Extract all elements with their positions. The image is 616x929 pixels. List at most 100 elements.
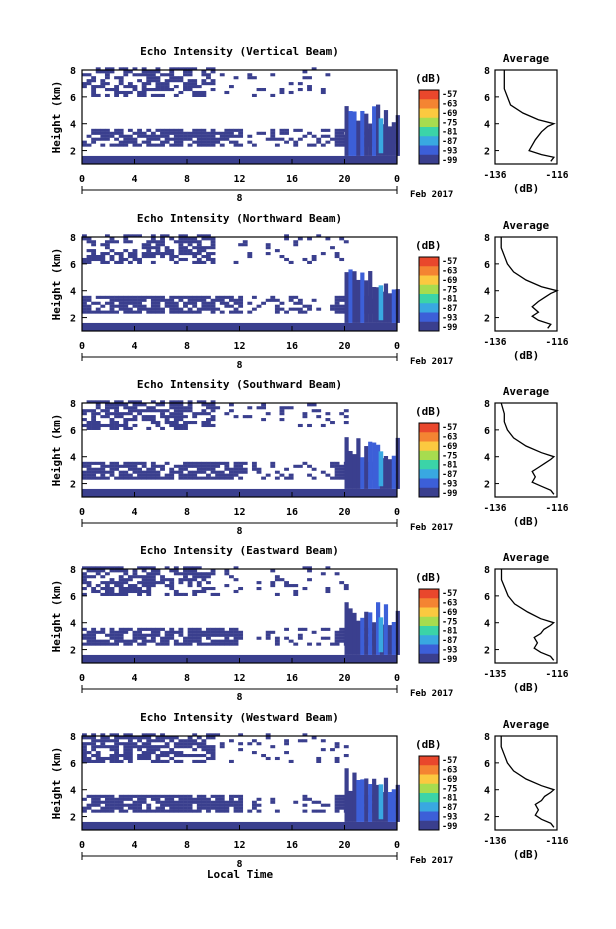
echo-cell bbox=[265, 630, 271, 634]
colorbar-tick-label: -57 bbox=[442, 756, 457, 766]
echo-cell bbox=[118, 140, 124, 144]
echo-cell bbox=[383, 604, 389, 655]
echo-cell bbox=[123, 736, 129, 740]
echo-cell bbox=[364, 778, 369, 822]
echo-cell bbox=[95, 461, 101, 465]
echo-cell bbox=[233, 464, 239, 468]
echo-cell bbox=[206, 137, 211, 141]
echo-cell bbox=[183, 464, 188, 468]
echo-cell bbox=[137, 794, 142, 798]
echo-cell bbox=[178, 806, 184, 810]
echo-cell bbox=[155, 67, 161, 71]
echo-cell bbox=[169, 476, 175, 480]
colorbar-segment bbox=[419, 108, 439, 119]
echo-cell bbox=[137, 73, 142, 77]
echo-cell bbox=[187, 73, 193, 77]
echo-cell bbox=[82, 476, 87, 480]
echo-cell bbox=[91, 467, 97, 471]
echo-cell bbox=[325, 134, 331, 138]
echo-cell bbox=[150, 745, 156, 749]
echo-cell bbox=[279, 307, 285, 311]
colorbar-segment bbox=[419, 117, 439, 128]
echo-cell bbox=[91, 140, 97, 144]
echo-cell bbox=[82, 806, 87, 810]
echo-cell bbox=[201, 476, 207, 480]
echo-cell bbox=[344, 272, 349, 323]
echo-cell bbox=[284, 234, 289, 238]
echo-cell bbox=[141, 589, 147, 594]
echo-cell bbox=[132, 252, 138, 256]
echo-cell bbox=[201, 93, 207, 97]
echo-cell bbox=[183, 639, 188, 643]
echo-cell bbox=[164, 298, 170, 302]
echo-cell bbox=[141, 627, 147, 631]
echo-cell bbox=[238, 464, 244, 468]
echo-cell bbox=[86, 630, 92, 634]
echo-cell bbox=[261, 753, 267, 758]
echo-cell bbox=[187, 794, 193, 798]
echo-cell bbox=[316, 800, 322, 804]
echo-cell bbox=[155, 423, 161, 428]
echo-cell bbox=[238, 806, 244, 810]
echo-cell bbox=[82, 423, 87, 428]
echo-cell bbox=[251, 751, 257, 755]
echo-cell bbox=[387, 126, 393, 156]
average-y-tick-label: 8 bbox=[484, 565, 490, 576]
echo-cell bbox=[178, 403, 184, 407]
echo-cell bbox=[132, 257, 138, 262]
echo-cell bbox=[183, 739, 188, 743]
echo-cell bbox=[288, 298, 294, 302]
echo-cell bbox=[178, 467, 184, 471]
echo-cell bbox=[118, 639, 124, 643]
echo-cell bbox=[206, 806, 211, 810]
echo-cell bbox=[164, 85, 170, 89]
echo-cell bbox=[91, 569, 97, 573]
echo-cell bbox=[169, 627, 175, 631]
echo-cell bbox=[334, 800, 340, 804]
echo-cell bbox=[210, 260, 216, 264]
echo-cell bbox=[169, 295, 175, 299]
echo-cell bbox=[95, 470, 101, 474]
echo-cell bbox=[284, 476, 289, 480]
x-tick-label: 8 bbox=[184, 341, 190, 352]
echo-cell bbox=[339, 128, 345, 132]
echo-cell bbox=[104, 586, 110, 591]
echo-cell bbox=[288, 584, 294, 588]
echo-cell bbox=[100, 800, 106, 804]
echo-cell bbox=[141, 140, 147, 144]
echo-cell bbox=[192, 461, 198, 465]
colorbar-segment bbox=[419, 626, 439, 636]
echo-cell bbox=[127, 473, 133, 477]
echo-cell bbox=[123, 794, 129, 798]
echo-cell bbox=[229, 633, 234, 637]
echo-cell bbox=[169, 79, 175, 83]
echo-cell bbox=[146, 581, 152, 585]
echo-cell bbox=[118, 470, 124, 474]
echo-cell bbox=[160, 753, 165, 758]
echo-cell bbox=[91, 423, 97, 428]
echo-cell bbox=[183, 67, 188, 71]
echo-cell bbox=[215, 298, 221, 302]
echo-cell bbox=[233, 633, 239, 637]
echo-cell bbox=[201, 307, 207, 311]
echo-cell bbox=[224, 134, 230, 138]
echo-cell bbox=[109, 753, 115, 758]
echo-cell bbox=[91, 426, 97, 430]
echo-cell bbox=[173, 426, 179, 430]
echo-cell bbox=[169, 143, 175, 147]
echo-cell bbox=[219, 627, 225, 631]
echo-cell bbox=[210, 806, 216, 810]
echo-cell bbox=[288, 295, 294, 299]
echo-cell bbox=[164, 473, 170, 477]
colorbar-segment bbox=[419, 607, 439, 618]
echo-cell bbox=[104, 633, 110, 637]
echo-cell bbox=[178, 298, 184, 302]
echo-cell bbox=[196, 809, 202, 813]
echo-cell bbox=[279, 473, 285, 477]
echo-cell bbox=[173, 759, 179, 763]
echo-cell bbox=[302, 627, 308, 631]
echo-cell bbox=[196, 759, 202, 763]
echo-cell bbox=[141, 90, 147, 95]
echo-cell bbox=[201, 403, 207, 407]
echo-cell bbox=[187, 400, 193, 404]
